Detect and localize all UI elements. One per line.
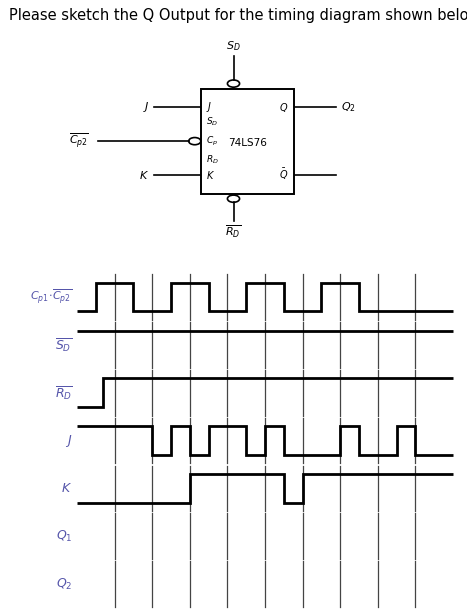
Text: $K$: $K$ xyxy=(140,169,149,181)
Bar xyxy=(201,89,294,194)
Text: $\overline{R_D}$: $\overline{R_D}$ xyxy=(55,384,72,402)
Text: $Q_2$: $Q_2$ xyxy=(341,101,356,114)
Text: $C_p$: $C_p$ xyxy=(206,135,219,148)
Text: $C_{p1}\!\cdot\!\overline{C_{p2}}$: $C_{p1}\!\cdot\!\overline{C_{p2}}$ xyxy=(30,288,72,307)
Text: $\bar{Q}$: $\bar{Q}$ xyxy=(279,167,289,182)
Text: $K$: $K$ xyxy=(206,169,215,181)
Text: $J$: $J$ xyxy=(206,100,212,114)
Text: $\overline{C_{p2}}$: $\overline{C_{p2}}$ xyxy=(69,132,89,151)
Text: $\overline{R_D}$: $\overline{R_D}$ xyxy=(226,224,241,240)
Text: $Q$: $Q$ xyxy=(279,101,289,114)
Text: $S_D$: $S_D$ xyxy=(206,116,219,129)
Text: 74LS76: 74LS76 xyxy=(228,138,267,148)
Text: $J$: $J$ xyxy=(65,432,72,448)
Text: $Q_1$: $Q_1$ xyxy=(56,529,72,544)
Text: Please sketch the Q Output for the timing diagram shown below:: Please sketch the Q Output for the timin… xyxy=(9,9,467,23)
Text: $Q_2$: $Q_2$ xyxy=(56,576,72,592)
Text: $\overline{S_D}$: $\overline{S_D}$ xyxy=(56,336,72,354)
Text: $R_D$: $R_D$ xyxy=(206,154,219,166)
Text: $S_D$: $S_D$ xyxy=(226,39,241,53)
Text: $K$: $K$ xyxy=(61,482,72,495)
Text: $J$: $J$ xyxy=(142,100,149,114)
